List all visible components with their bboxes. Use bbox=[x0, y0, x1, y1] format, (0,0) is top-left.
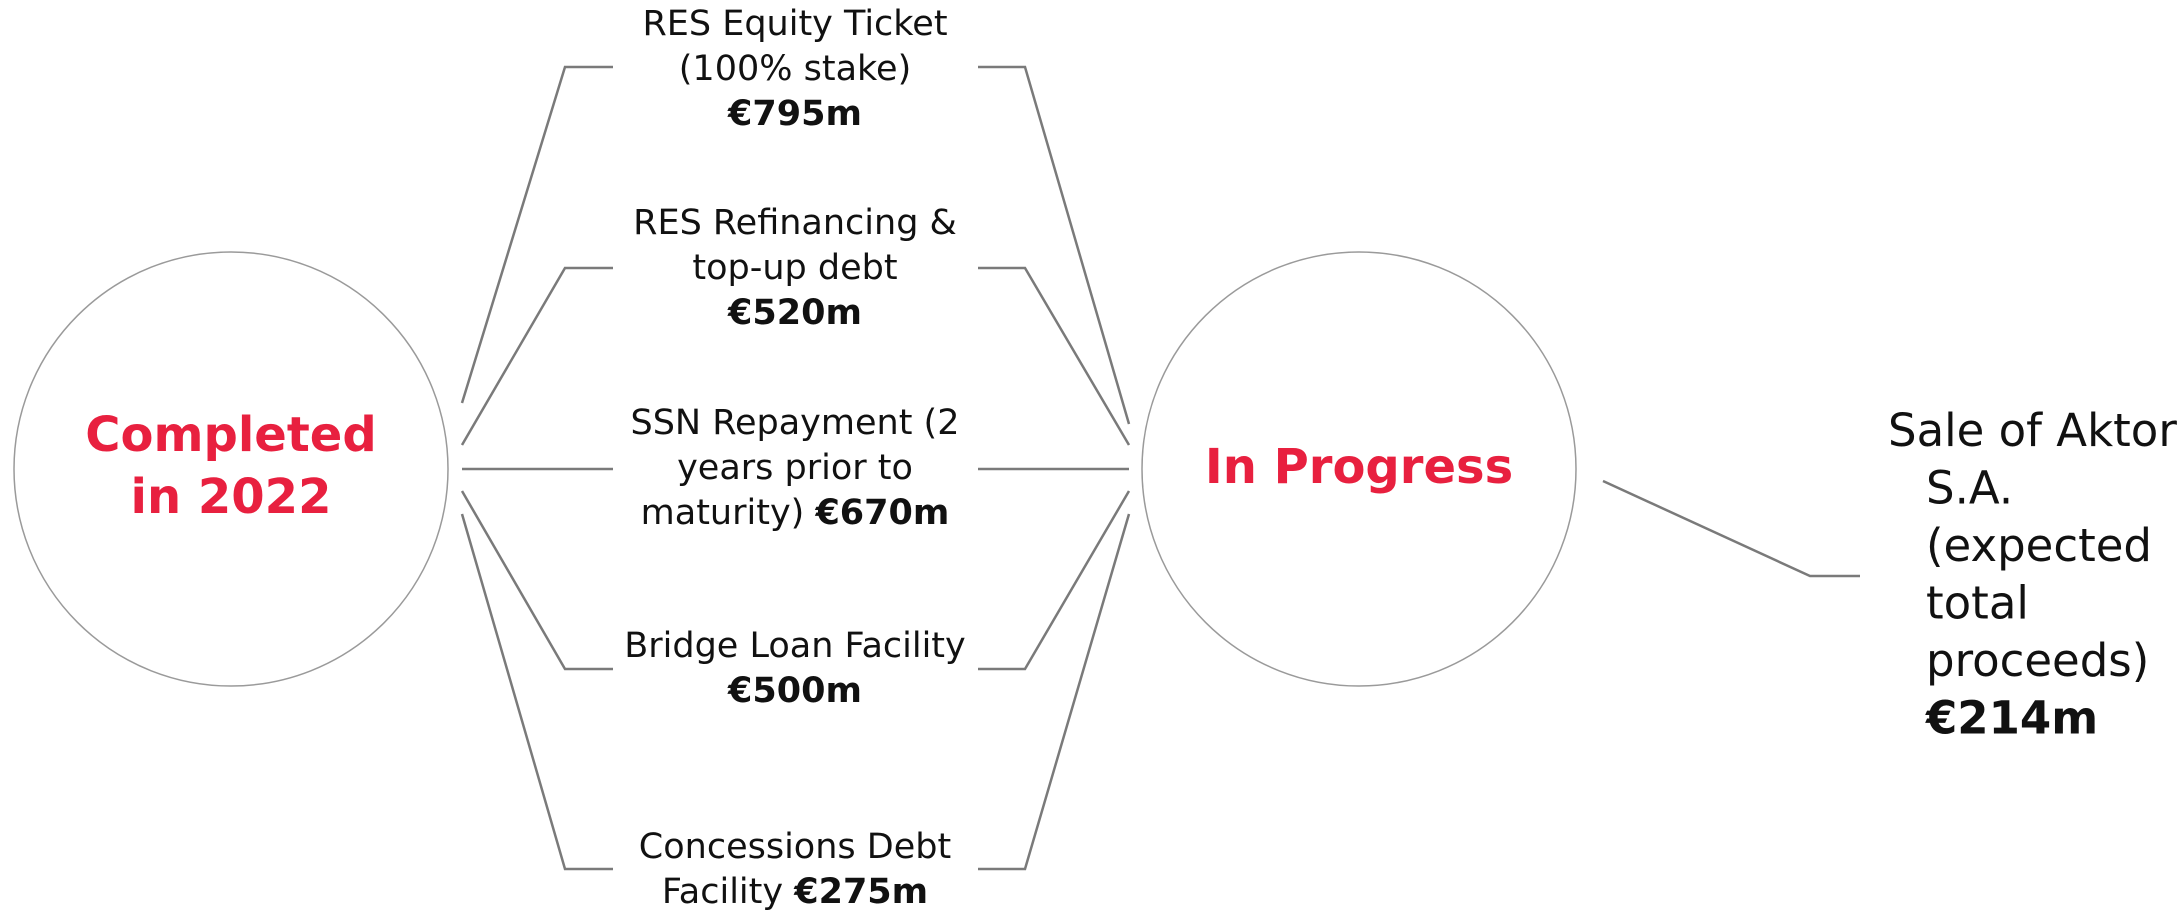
item-amount: €520m bbox=[727, 293, 862, 333]
item-amount: €275m bbox=[793, 872, 928, 912]
completed-circle bbox=[13, 251, 449, 687]
item-text: Bridge Loan Facility bbox=[624, 626, 966, 666]
item-line: years prior to bbox=[677, 448, 913, 488]
hub-label: In Progress bbox=[1205, 439, 1513, 495]
item-line: Bridge Loan Facility bbox=[624, 626, 966, 666]
in-progress-circle bbox=[1141, 251, 1577, 687]
item-line: Facility bbox=[662, 872, 783, 912]
item-line: (100% stake) bbox=[679, 49, 911, 89]
item-text: Concessions Debt bbox=[639, 827, 951, 867]
item-text: RES Equity Ticket bbox=[642, 4, 947, 44]
outcome-line: total bbox=[1926, 577, 2029, 630]
connectors bbox=[460, 65, 1860, 871]
hub-label: Completed bbox=[85, 407, 376, 463]
hub-label: in 2022 bbox=[131, 469, 332, 525]
outcome-line: (expected bbox=[1926, 519, 2152, 572]
item-text: Facility €275m bbox=[662, 872, 928, 912]
item-text: years prior to bbox=[677, 448, 913, 488]
item-line: Concessions Debt bbox=[639, 827, 951, 867]
item-line: top-up debt bbox=[692, 248, 897, 288]
outcome-line: Sale of Aktor bbox=[1888, 404, 2177, 457]
item-text: RES Refinancing & bbox=[633, 203, 957, 243]
item-line: SSN Repayment (2 bbox=[631, 403, 960, 443]
item-line: maturity) bbox=[641, 493, 805, 533]
item-amount: €795m bbox=[727, 94, 862, 134]
item-text: maturity) €670m bbox=[641, 493, 950, 533]
item-line: RES Refinancing & bbox=[633, 203, 957, 243]
outcome-amount: €214m bbox=[1925, 692, 2098, 745]
outcome-line: S.A. bbox=[1926, 462, 2013, 515]
item-text: SSN Repayment (2 bbox=[631, 403, 960, 443]
outcome-line: proceeds) bbox=[1926, 634, 2149, 687]
item-text: (100% stake) bbox=[679, 49, 911, 89]
item-line: RES Equity Ticket bbox=[642, 4, 947, 44]
item-text: top-up debt bbox=[692, 248, 897, 288]
item-amount: €500m bbox=[727, 671, 862, 711]
item-amount: €670m bbox=[814, 493, 949, 533]
